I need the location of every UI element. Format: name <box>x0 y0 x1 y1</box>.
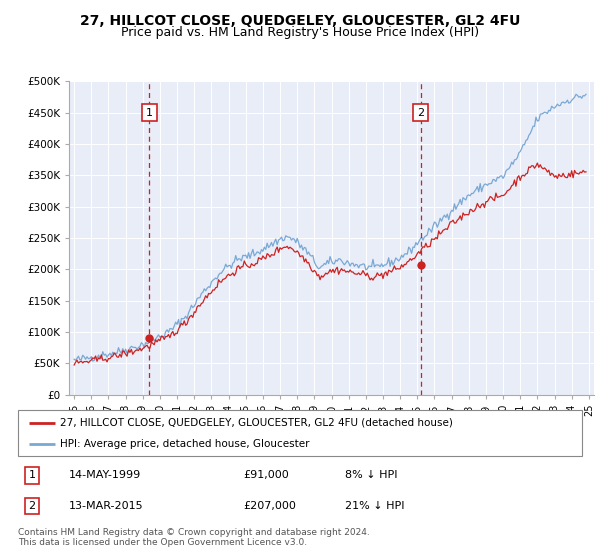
Text: £91,000: £91,000 <box>244 470 289 480</box>
Text: 14-MAY-1999: 14-MAY-1999 <box>69 470 141 480</box>
Text: 21% ↓ HPI: 21% ↓ HPI <box>345 501 404 511</box>
Text: 2: 2 <box>417 108 424 118</box>
Text: Contains HM Land Registry data © Crown copyright and database right 2024.
This d: Contains HM Land Registry data © Crown c… <box>18 528 370 547</box>
Text: Price paid vs. HM Land Registry's House Price Index (HPI): Price paid vs. HM Land Registry's House … <box>121 26 479 39</box>
Text: 27, HILLCOT CLOSE, QUEDGELEY, GLOUCESTER, GL2 4FU: 27, HILLCOT CLOSE, QUEDGELEY, GLOUCESTER… <box>80 14 520 28</box>
Text: HPI: Average price, detached house, Gloucester: HPI: Average price, detached house, Glou… <box>60 439 310 449</box>
Text: 1: 1 <box>146 108 152 118</box>
Text: 8% ↓ HPI: 8% ↓ HPI <box>345 470 398 480</box>
Text: 2: 2 <box>29 501 35 511</box>
Text: 27, HILLCOT CLOSE, QUEDGELEY, GLOUCESTER, GL2 4FU (detached house): 27, HILLCOT CLOSE, QUEDGELEY, GLOUCESTER… <box>60 418 453 428</box>
Text: 13-MAR-2015: 13-MAR-2015 <box>69 501 143 511</box>
Text: 1: 1 <box>29 470 35 480</box>
Text: £207,000: £207,000 <box>244 501 296 511</box>
